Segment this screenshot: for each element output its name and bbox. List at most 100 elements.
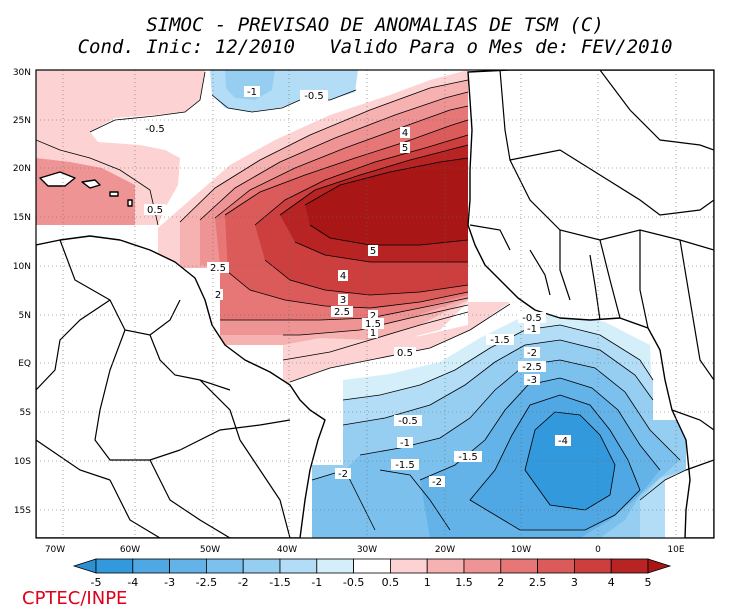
contour-label-bg	[368, 310, 378, 321]
colorbar-label: -1.5	[269, 576, 290, 589]
colorbar-segment	[169, 558, 207, 574]
colorbar-label: -3	[164, 576, 175, 589]
lat-tick-label: 15N	[13, 213, 31, 223]
contour-label: 2	[370, 311, 376, 322]
colorbar-segment	[132, 558, 171, 574]
contour-label: -1.5	[458, 452, 478, 463]
contour-label-bg	[397, 437, 413, 448]
contour-label: -0.5	[522, 313, 542, 324]
contour-label-bg	[338, 294, 348, 305]
lat-tick-label: 10N	[13, 262, 31, 272]
colorbar-label: -0.5	[343, 576, 364, 589]
contour-label-bg	[524, 347, 540, 358]
contour-label: -2	[527, 348, 537, 359]
contour-label: 0.5	[147, 205, 163, 216]
lon-tick-label: 30W	[357, 545, 377, 555]
map-title-line2: Cond. Inic: 12/2010 Valido Para o Mes de…	[77, 36, 673, 58]
colorbar-label: -2.5	[196, 576, 217, 589]
contour-label: 5	[402, 143, 408, 154]
contour-label: -0.5	[304, 91, 324, 102]
contour-label: -0.5	[145, 124, 165, 135]
lon-tick-label: 40W	[277, 545, 297, 555]
contour-label: -2	[338, 469, 348, 480]
colorbar-label: -2	[238, 576, 249, 589]
colorbar-segment	[242, 558, 281, 574]
lat-tick-label: 30N	[13, 68, 31, 78]
contour-label-bg	[518, 361, 546, 372]
contour-label-bg	[331, 306, 353, 317]
south-cool-anomaly	[312, 312, 686, 538]
colorbar-segment	[205, 558, 244, 574]
contour-label-bg	[524, 323, 540, 334]
contour-label: 1	[370, 328, 376, 339]
colorbar-label: 1	[424, 576, 431, 589]
lat-tick-label: 10S	[14, 457, 31, 467]
contour-label-bg	[454, 451, 482, 462]
plot-frame	[35, 69, 715, 539]
contour-label-bg	[524, 374, 540, 385]
lon-tick-label: 10W	[511, 545, 531, 555]
contour-label-bg	[300, 90, 328, 101]
contour-label: 4	[402, 128, 408, 139]
contour-label-bg	[335, 468, 351, 479]
colorbar-segment	[279, 558, 318, 574]
contour-label: -1.5	[490, 335, 510, 346]
colorbar-segment	[426, 558, 465, 574]
contour-label: -1	[527, 324, 537, 335]
lat-tick-label: 25N	[13, 116, 31, 126]
colorbar-label: 5	[645, 576, 652, 589]
contour-label-bg	[400, 127, 410, 138]
colorbar-segment	[537, 558, 575, 574]
contour-label-bg	[144, 204, 166, 215]
contour-label-bg	[207, 262, 229, 273]
contour-label: 0.5	[397, 348, 413, 359]
colorbar-segment	[95, 558, 134, 574]
colorbar-left-arrow	[72, 558, 97, 574]
country-borders	[36, 70, 714, 538]
contour-label-bg	[213, 289, 223, 300]
colorbar-segment	[500, 558, 538, 574]
contour-label: -2	[432, 477, 442, 488]
contour-label-bg	[362, 318, 384, 329]
lat-tick-label: 15S	[14, 506, 31, 516]
color-scale-bar: -5 -4 -3 -2.5 -2 -1.5 -1 -0.5 0.5 1 1.5 2 2.5 3 4 5	[72, 558, 672, 589]
contour-label: -2.5	[522, 362, 542, 373]
colorbar-segment	[574, 558, 612, 574]
lat-tick-label: 5S	[20, 408, 32, 418]
contour-label-bg	[391, 459, 419, 470]
colorbar-segment	[316, 558, 354, 574]
contour-label: 1.5	[365, 319, 381, 330]
contour-label-bg	[555, 435, 571, 446]
lat-tick-label: 5N	[19, 311, 31, 321]
contour-label-bg	[394, 415, 422, 426]
contour-label-bg	[368, 245, 378, 256]
contour-label-bg	[244, 86, 260, 97]
contour-label: 3	[340, 295, 346, 306]
credit-label: CPTEC/INPE	[22, 588, 128, 609]
map-title-line1: SIMOC - PREVISAO DE ANOMALIAS DE TSM (C)	[146, 14, 604, 36]
lon-tick-label: 70W	[45, 545, 65, 555]
contour-label: -1	[247, 87, 257, 98]
contour-label: 2.5	[210, 263, 226, 274]
colorbar-label: -4	[127, 576, 138, 589]
colorbar-segment	[353, 558, 391, 574]
colorbar-segment	[463, 558, 502, 574]
contour-label-bg	[518, 312, 546, 323]
contour-value-labels: -1 -0.5-0.50.5455432.52.5221.510.5-0.5-1-…	[141, 86, 571, 488]
contour-label: -4	[558, 436, 568, 447]
lon-tick-label: 10E	[667, 545, 684, 555]
colorbar-label: 2	[497, 576, 504, 589]
contour-label: -1	[400, 438, 410, 449]
map-plot-area	[36, 70, 714, 538]
contour-label: -0.5	[398, 416, 418, 427]
graticule	[36, 70, 714, 538]
contour-label: 2.5	[334, 307, 350, 318]
contour-label-bg	[394, 347, 416, 358]
colorbar-label: -5	[91, 576, 102, 589]
contour-label-bg	[141, 123, 169, 134]
colorbar-label: 1.5	[455, 576, 473, 589]
colorbar-label: 3	[571, 576, 578, 589]
colorbar-label: 4	[608, 576, 615, 589]
contour-label: -3	[527, 375, 537, 386]
